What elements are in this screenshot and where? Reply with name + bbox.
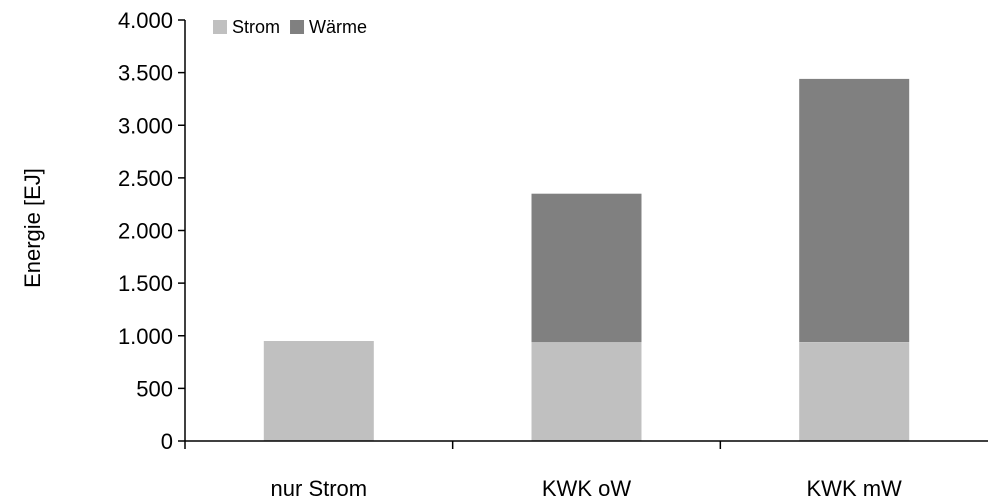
bar-waerme-2	[799, 78, 910, 343]
y-tick-label-8: 4.000	[118, 8, 173, 33]
y-tick-label-0: 0	[161, 429, 173, 454]
legend-swatch-1	[290, 20, 305, 34]
y-tick-label-7: 3.500	[118, 61, 173, 86]
legend-label-1: Wärme	[309, 17, 367, 37]
y-tick-label-6: 3.000	[118, 113, 173, 138]
y-tick-label-2: 1.000	[118, 324, 173, 349]
bar-waerme-1	[531, 193, 642, 343]
x-category-label-2: KWK mW	[807, 476, 903, 501]
y-tick-label-5: 2.500	[118, 166, 173, 191]
bars-group	[263, 78, 910, 441]
y-ticks-group: 0 500 1.000 1.500 2.000 2.500 3.000 3.500 4.000	[118, 8, 185, 454]
x-category-label-0: nur Strom	[271, 476, 368, 501]
x-categories-group: nur Strom KWK oW KWK mW	[184, 441, 903, 501]
y-tick-label-4: 2.000	[118, 219, 173, 244]
legend-swatch-0	[213, 20, 227, 34]
bar-strom-0	[263, 341, 374, 441]
bar-strom-2	[799, 342, 910, 441]
y-axis-title: Energie [EJ]	[20, 168, 45, 288]
x-category-label-1: KWK oW	[542, 476, 631, 501]
legend-label-0: Strom	[232, 17, 280, 37]
legend: Strom Wärme	[213, 17, 367, 37]
bar-strom-1	[531, 342, 642, 441]
y-tick-label-3: 1.500	[118, 271, 173, 296]
y-tick-label-1: 500	[136, 376, 173, 401]
